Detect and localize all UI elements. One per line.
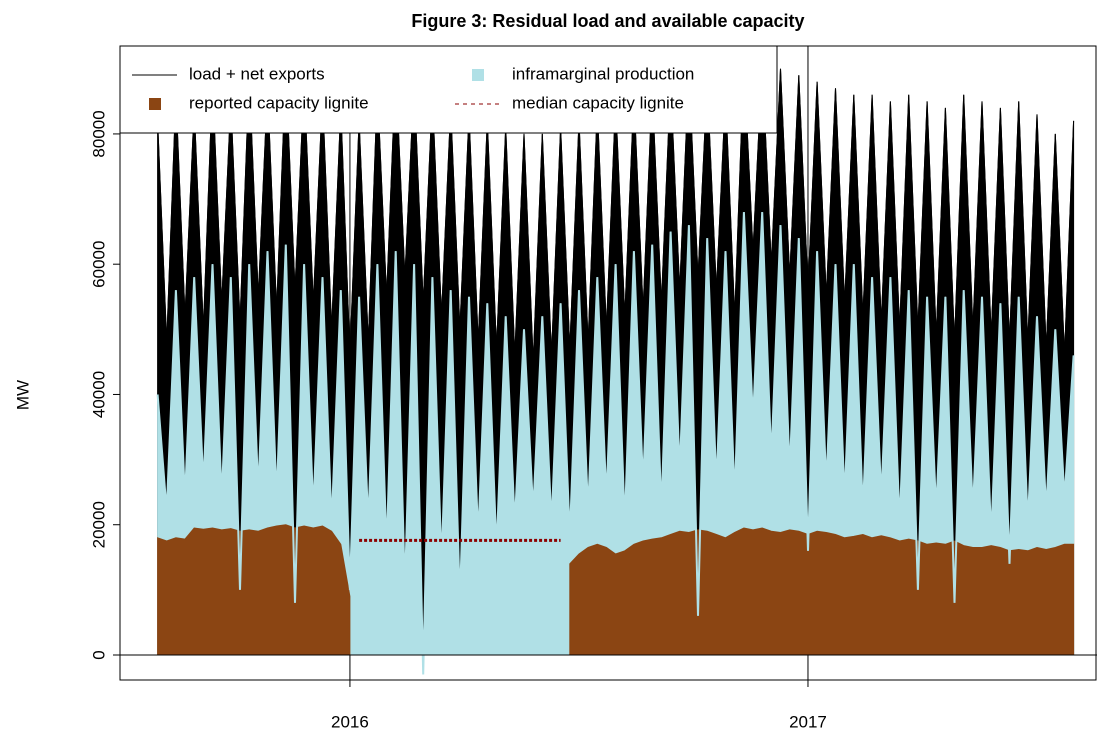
legend-box [119,45,778,134]
y-axis-label: MW [13,380,32,410]
y-tick-label: 80000 [89,110,108,157]
plot-area [156,46,1075,680]
legend: load + net exports inframarginal producti… [119,45,778,134]
x-tick-label: 2016 [331,712,369,731]
series-area [157,524,351,656]
legend-label: inframarginal production [512,64,694,83]
legend-label: load + net exports [189,64,325,83]
y-tick-label: 0 [89,650,108,659]
y-tick-label: 40000 [89,371,108,418]
legend-symbol [472,69,484,81]
x-tick-label: 2017 [789,712,827,731]
y-tick-label: 20000 [89,501,108,548]
chart-title: Figure 3: Residual load and available ca… [411,11,804,31]
series-area [569,527,1075,656]
y-tick-label: 60000 [89,241,108,288]
legend-label: median capacity lignite [512,93,684,112]
series-line [156,212,1075,675]
legend-symbol [149,98,161,110]
legend-label: reported capacity lignite [189,93,369,112]
